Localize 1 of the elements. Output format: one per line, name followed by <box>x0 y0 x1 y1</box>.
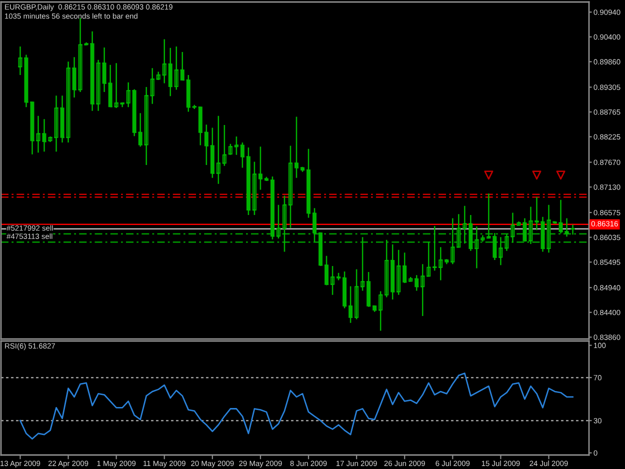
line-series <box>20 372 574 440</box>
